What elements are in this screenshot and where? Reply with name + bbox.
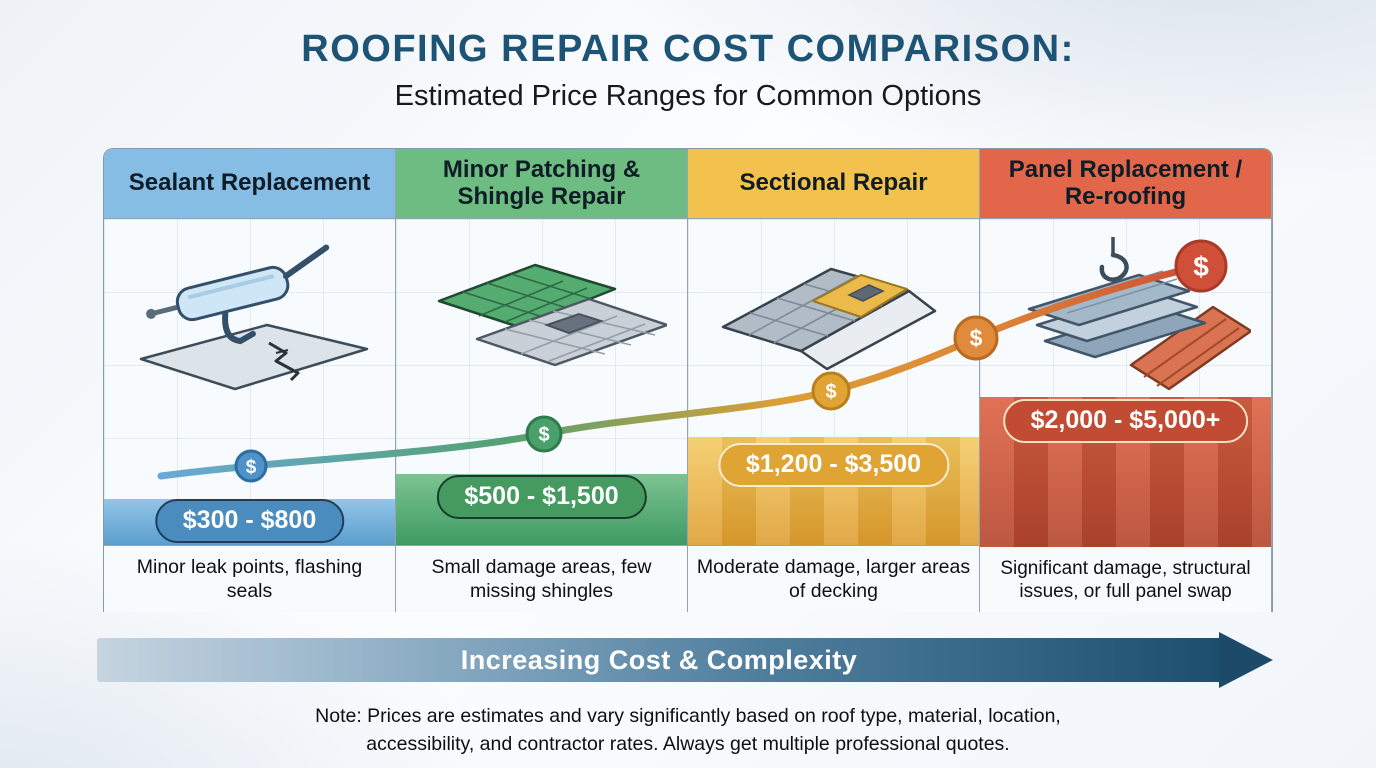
sectional-roof-icon bbox=[721, 267, 936, 371]
column-header-label: Sealant Replacement bbox=[128, 169, 371, 197]
arrow-label: Increasing Cost & Complexity bbox=[460, 644, 858, 675]
panel-replacement-icon bbox=[1027, 237, 1251, 391]
price-pill: $500 - $1,500 bbox=[436, 475, 647, 519]
page-subtitle: Estimated Price Ranges for Common Option… bbox=[394, 80, 982, 112]
cost-complexity-arrow: Increasing Cost & Complexity bbox=[97, 632, 1273, 688]
footnote-line-1: Note: Prices are estimates and vary sign… bbox=[315, 705, 1061, 727]
column-description: Significant damage, structural issues, o… bbox=[980, 545, 1271, 612]
column-body: $1,200 - $3,500 bbox=[688, 219, 979, 545]
caulk-gun-icon bbox=[139, 244, 368, 391]
column-description: Moderate damage, larger areas of decking bbox=[688, 545, 979, 612]
column-description: Small damage areas, few missing shingles bbox=[396, 545, 687, 612]
price-pill: $2,000 - $5,000+ bbox=[1002, 399, 1249, 443]
price-pill: $1,200 - $3,500 bbox=[717, 443, 950, 487]
column-body: $300 - $800 bbox=[104, 219, 395, 545]
column-header: Sectional Repair bbox=[688, 149, 979, 219]
column-header: Minor Patching & Shingle Repair bbox=[396, 149, 687, 219]
column-header: Sealant Replacement bbox=[104, 149, 395, 219]
column-header-label: Sectional Repair bbox=[739, 169, 928, 197]
footnote-line-2: accessibility, and contractor rates. Alw… bbox=[366, 733, 1010, 756]
column-header-label: Minor Patching & Shingle Repair bbox=[442, 155, 641, 210]
column-body: $2,000 - $5,000+ bbox=[980, 219, 1271, 547]
column-header-label: Panel Replacement / Re-roofing bbox=[1008, 155, 1243, 210]
column-panel-replacement: Panel Replacement / Re-roofing $2,000 - … bbox=[980, 149, 1272, 612]
column-body: $500 - $1,500 bbox=[396, 219, 687, 545]
shingle-patch-icon bbox=[437, 263, 667, 367]
footnote: Note: Prices are estimates and vary sign… bbox=[0, 702, 1376, 759]
price-pill: $300 - $800 bbox=[154, 499, 345, 543]
page-title: ROOFING REPAIR COST COMPARISON: bbox=[301, 28, 1075, 70]
arrow-head-icon bbox=[1219, 632, 1273, 688]
arrow-body: Increasing Cost & Complexity bbox=[97, 638, 1221, 682]
column-description: Minor leak points, flashing seals bbox=[104, 545, 395, 612]
column-sectional-repair: Sectional Repair $1,200 - $3,500 Moderat… bbox=[688, 149, 980, 612]
column-header: Panel Replacement / Re-roofing bbox=[980, 149, 1271, 219]
column-minor-patching: Minor Patching & Shingle Repair $500 - $… bbox=[396, 149, 688, 612]
comparison-table: Sealant Replacement bbox=[103, 148, 1273, 612]
column-sealant-replacement: Sealant Replacement bbox=[104, 149, 396, 612]
